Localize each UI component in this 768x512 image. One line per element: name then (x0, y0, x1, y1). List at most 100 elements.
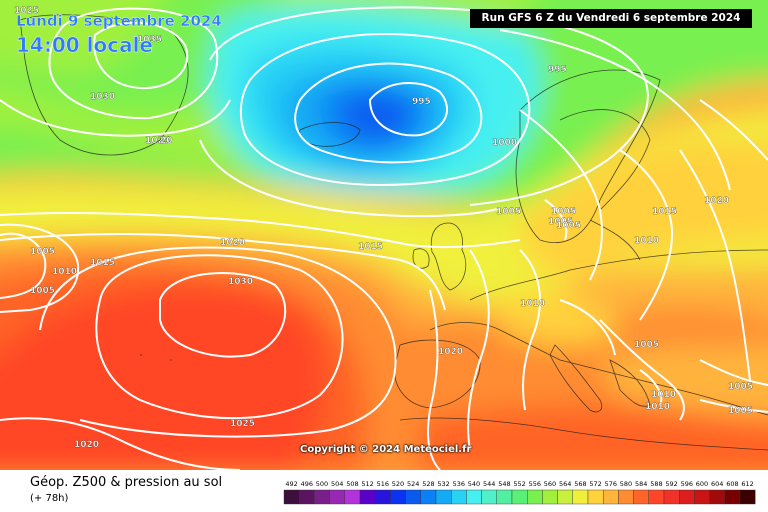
scale-swatch (724, 489, 741, 505)
isobar-label: 1020 (220, 238, 245, 248)
scale-tick-label: 612 (741, 480, 753, 488)
scale-swatch (557, 489, 574, 505)
isobar-label: 1035 (137, 35, 162, 45)
isobar-label: 1010 (52, 267, 77, 277)
scale-swatch (739, 489, 756, 505)
scale-swatch (405, 489, 421, 505)
isobar-label: 1005 (728, 382, 753, 392)
copyright-notice: Copyright © 2024 Meteociel.fr (300, 444, 472, 455)
scale-tick-label: 544 (483, 480, 495, 488)
isobar-label: 1020 (704, 196, 729, 206)
scale-tick-label: 588 (650, 480, 662, 488)
isobar-label: 1010 (645, 402, 670, 412)
scale-tick-label: 516 (377, 480, 389, 488)
map-parameter-title: Géop. Z500 & pression au sol (30, 475, 223, 490)
isobar-label: 1005 (728, 406, 753, 416)
scale-tick-label: 500 (316, 480, 328, 488)
scale-tick-label: 528 (422, 480, 434, 488)
isobar-label: 995 (412, 97, 431, 107)
scale-tick-label: 536 (453, 480, 465, 488)
isobar-label: 1005 (551, 207, 576, 217)
scale-swatch (679, 489, 695, 505)
scale-tick-label: 580 (620, 480, 632, 488)
scale-swatch (359, 489, 376, 505)
isobar-label: 1010 (634, 236, 659, 246)
scale-swatch (587, 489, 604, 505)
isobar-label: 1015 (90, 258, 115, 268)
scale-swatch (496, 489, 513, 505)
scale-swatch (481, 489, 498, 505)
isobar-label: 1005 (634, 340, 659, 350)
scale-tick-label: 556 (529, 480, 541, 488)
scale-tick-label: 492 (285, 480, 297, 488)
isobar-label: 1015 (652, 207, 677, 217)
scale-swatch (466, 489, 482, 505)
scale-tick-label: 560 (544, 480, 556, 488)
model-run-label: Run GFS 6 Z du Vendredi 6 septembre 2024 (470, 9, 752, 28)
isobar-label: 1025 (230, 419, 255, 429)
scale-swatch (420, 489, 437, 505)
scale-tick-label: 520 (392, 480, 404, 488)
scale-swatch (299, 489, 315, 505)
scale-swatch (344, 489, 361, 505)
scale-swatch (511, 489, 528, 505)
isobar-label: 1010 (651, 390, 676, 400)
scale-swatch (526, 489, 543, 505)
isobar-label: 1015 (358, 242, 383, 252)
isobar-label: 995 (548, 65, 567, 75)
isobar-label: 1030 (90, 92, 115, 102)
scale-swatch (329, 489, 345, 505)
isobar-label: 1020 (438, 347, 463, 357)
isobar-label: 1005 (30, 286, 55, 296)
scale-swatch (648, 489, 665, 505)
coastlines (19, 14, 768, 451)
scale-swatch (618, 489, 634, 505)
scale-tick-label: 564 (559, 480, 571, 488)
isobar-label: 1005 (548, 217, 573, 227)
scale-swatch (283, 489, 300, 505)
scale-swatch (694, 489, 710, 505)
isobar-label: 1030 (228, 277, 253, 287)
scale-tick-label: 496 (301, 480, 313, 488)
isobar-label: 1005 (30, 247, 55, 257)
scale-swatch (663, 489, 680, 505)
scale-swatch (603, 489, 619, 505)
isobar-label: 1025 (145, 136, 170, 146)
scale-tick-label: 568 (574, 480, 586, 488)
scale-tick-label: 592 (665, 480, 677, 488)
scale-swatch (314, 489, 330, 505)
valid-date: Lundi 9 septembre 2024 (16, 12, 222, 30)
isobar-label: 1010 (520, 299, 545, 309)
scale-tick-label: 576 (605, 480, 617, 488)
scale-tick-label: 584 (635, 480, 647, 488)
scale-swatch (450, 489, 467, 505)
isobar-label: 1005 (496, 207, 521, 217)
scale-tick-label: 596 (681, 480, 693, 488)
scale-tick-label: 504 (331, 480, 343, 488)
scale-tick-label: 524 (407, 480, 419, 488)
isobar-lines (0, 6, 768, 470)
forecast-offset: (+ 78h) (30, 493, 69, 504)
color-scale-legend: 492 496 500 504 508 512 516 520 524 528 532 536 540 5… (283, 480, 756, 505)
scale-swatch (374, 489, 391, 505)
scale-tick-label: 508 (346, 480, 358, 488)
valid-time: 14:00 locale (16, 33, 154, 58)
scale-swatch (633, 489, 650, 505)
isobar-label: 1005 (556, 221, 581, 231)
scale-tick-label: 532 (437, 480, 449, 488)
scale-tick-label: 540 (468, 480, 480, 488)
isobar-label: 20 (160, 136, 173, 146)
scale-swatch (435, 489, 452, 505)
scale-swatch (390, 489, 406, 505)
scale-tick-label: 604 (711, 480, 723, 488)
isobar-label: 1000 (492, 138, 517, 148)
scale-tick-label: 600 (696, 480, 708, 488)
scale-tick-label: 608 (726, 480, 738, 488)
isobar-label: 1025 (14, 6, 39, 16)
scale-swatch (572, 489, 589, 505)
z500-color-field (0, 0, 768, 470)
scale-tick-label: 572 (589, 480, 601, 488)
